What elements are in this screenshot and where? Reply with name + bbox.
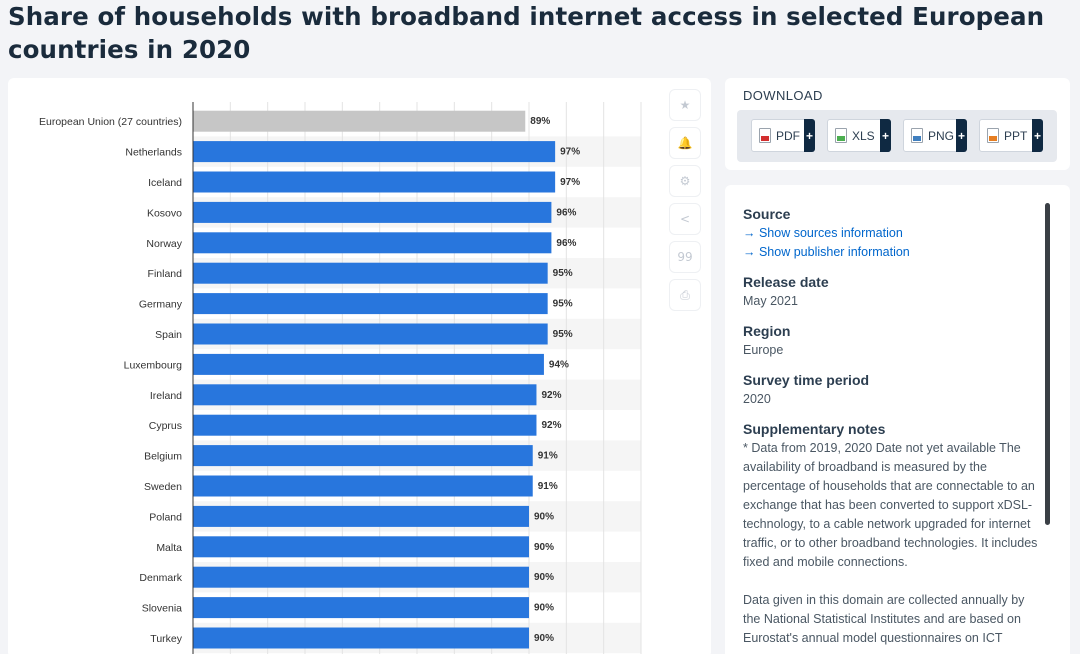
category-label: Finland xyxy=(148,268,183,280)
source-heading: Source xyxy=(743,206,791,222)
download-ppt-button[interactable]: PPT + xyxy=(979,119,1043,152)
bar[interactable] xyxy=(193,445,533,467)
release-date-heading: Release date xyxy=(743,274,829,290)
category-label: Norway xyxy=(146,238,182,250)
favorite-star-icon[interactable]: ★ xyxy=(669,89,701,121)
region-heading: Region xyxy=(743,323,791,339)
category-label: European Union (27 countries) xyxy=(39,116,182,128)
data-label: 91% xyxy=(538,481,558,492)
data-label: 92% xyxy=(541,420,561,431)
download-png-button[interactable]: PNG + xyxy=(903,119,967,152)
data-label: 90% xyxy=(534,572,554,583)
bar[interactable] xyxy=(193,353,544,375)
bar[interactable] xyxy=(193,293,548,315)
supplementary-notes-text: * Data from 2019, 2020 Date not yet avai… xyxy=(743,441,1038,569)
info-scrollbar[interactable] xyxy=(1045,203,1050,525)
chart-toolbar: ★ 🔔 ⚙ < 99 ⎙ xyxy=(669,89,701,311)
data-label: 96% xyxy=(556,207,576,218)
category-label: Luxembourg xyxy=(124,359,183,371)
category-label: Ireland xyxy=(150,390,182,402)
download-ppt-label: PPT xyxy=(1004,128,1028,143)
category-label: Poland xyxy=(149,511,182,523)
notification-bell-icon[interactable]: 🔔 xyxy=(669,127,701,159)
data-label: 92% xyxy=(541,390,561,401)
cite-quote-icon[interactable]: 99 xyxy=(669,241,701,273)
category-label: Netherlands xyxy=(125,147,182,159)
data-label: 95% xyxy=(553,299,573,310)
supplementary-notes-heading: Supplementary notes xyxy=(743,421,886,437)
show-publisher-link[interactable]: → Show publisher information xyxy=(743,245,910,259)
category-label: Iceland xyxy=(148,177,182,189)
data-label: 90% xyxy=(534,633,554,644)
data-label: 97% xyxy=(560,147,580,158)
bar[interactable] xyxy=(193,171,556,193)
data-label: 95% xyxy=(553,268,573,279)
download-png-label: PNG xyxy=(928,128,955,143)
bar[interactable] xyxy=(193,384,537,406)
category-label: Spain xyxy=(155,329,182,341)
category-label: Malta xyxy=(156,542,182,554)
settings-gear-icon[interactable]: ⚙ xyxy=(669,165,701,197)
bar[interactable] xyxy=(193,505,529,527)
download-xls-label: XLS xyxy=(852,128,875,143)
download-button-bar: PDF + XLS + PNG + PPT + xyxy=(737,110,1057,162)
chart-card: European Union (27 countries) 89% Netherla… xyxy=(8,78,711,654)
data-label: 89% xyxy=(530,116,550,127)
plus-icon: + xyxy=(880,119,891,152)
bar[interactable] xyxy=(193,141,556,163)
bar[interactable] xyxy=(193,262,548,284)
bar[interactable] xyxy=(193,627,529,649)
region-value: Europe xyxy=(743,343,784,357)
bar[interactable] xyxy=(193,566,529,588)
show-sources-link[interactable]: → Show sources information xyxy=(743,226,903,240)
xls-file-icon xyxy=(835,128,847,143)
category-label: Denmark xyxy=(139,572,182,584)
download-title: DOWNLOAD xyxy=(743,88,823,103)
category-label: Sweden xyxy=(144,481,182,493)
bar[interactable] xyxy=(193,201,552,223)
bar[interactable] xyxy=(193,414,537,436)
survey-period-value: 2020 xyxy=(743,392,771,406)
data-label: 90% xyxy=(534,542,554,553)
png-file-icon xyxy=(911,128,923,143)
category-label: Belgium xyxy=(144,451,182,463)
bar[interactable] xyxy=(193,475,533,497)
data-label: 97% xyxy=(560,177,580,188)
category-label: Cyprus xyxy=(149,420,182,432)
bar[interactable] xyxy=(193,597,529,619)
plus-icon: + xyxy=(956,119,967,152)
data-label: 96% xyxy=(556,238,576,249)
page-title: Share of households with broadband inter… xyxy=(8,2,1045,64)
supplementary-notes-text-2: Data given in this domain are collected … xyxy=(743,593,1025,645)
survey-period-heading: Survey time period xyxy=(743,372,870,388)
download-pdf-label: PDF xyxy=(776,128,800,143)
data-label: 90% xyxy=(534,603,554,614)
download-pdf-button[interactable]: PDF + xyxy=(751,119,815,152)
category-label: Kosovo xyxy=(147,207,182,219)
pdf-file-icon xyxy=(759,128,771,143)
print-icon[interactable]: ⎙ xyxy=(669,279,701,311)
data-label: 94% xyxy=(549,359,569,370)
download-xls-button[interactable]: XLS + xyxy=(827,119,891,152)
ppt-file-icon xyxy=(987,128,999,143)
release-date-value: May 2021 xyxy=(743,294,798,308)
data-label: 91% xyxy=(538,451,558,462)
plus-icon: + xyxy=(1032,119,1043,152)
category-label: Turkey xyxy=(150,633,182,645)
category-label: Slovenia xyxy=(142,603,182,615)
bar[interactable] xyxy=(193,323,548,345)
data-label: 90% xyxy=(534,511,554,522)
bar[interactable] xyxy=(193,232,552,254)
plus-icon: + xyxy=(804,119,815,152)
category-label: Germany xyxy=(139,299,183,311)
bar[interactable] xyxy=(193,536,529,558)
share-icon[interactable]: < xyxy=(669,203,701,235)
bar[interactable] xyxy=(193,110,526,132)
info-panel: Source → Show sources information → Show… xyxy=(725,185,1070,654)
bar-chart: European Union (27 countries) 89% Netherla… xyxy=(39,102,642,654)
data-label: 95% xyxy=(553,329,573,340)
download-panel: DOWNLOAD PDF + XLS + PNG + PPT + xyxy=(725,78,1070,170)
